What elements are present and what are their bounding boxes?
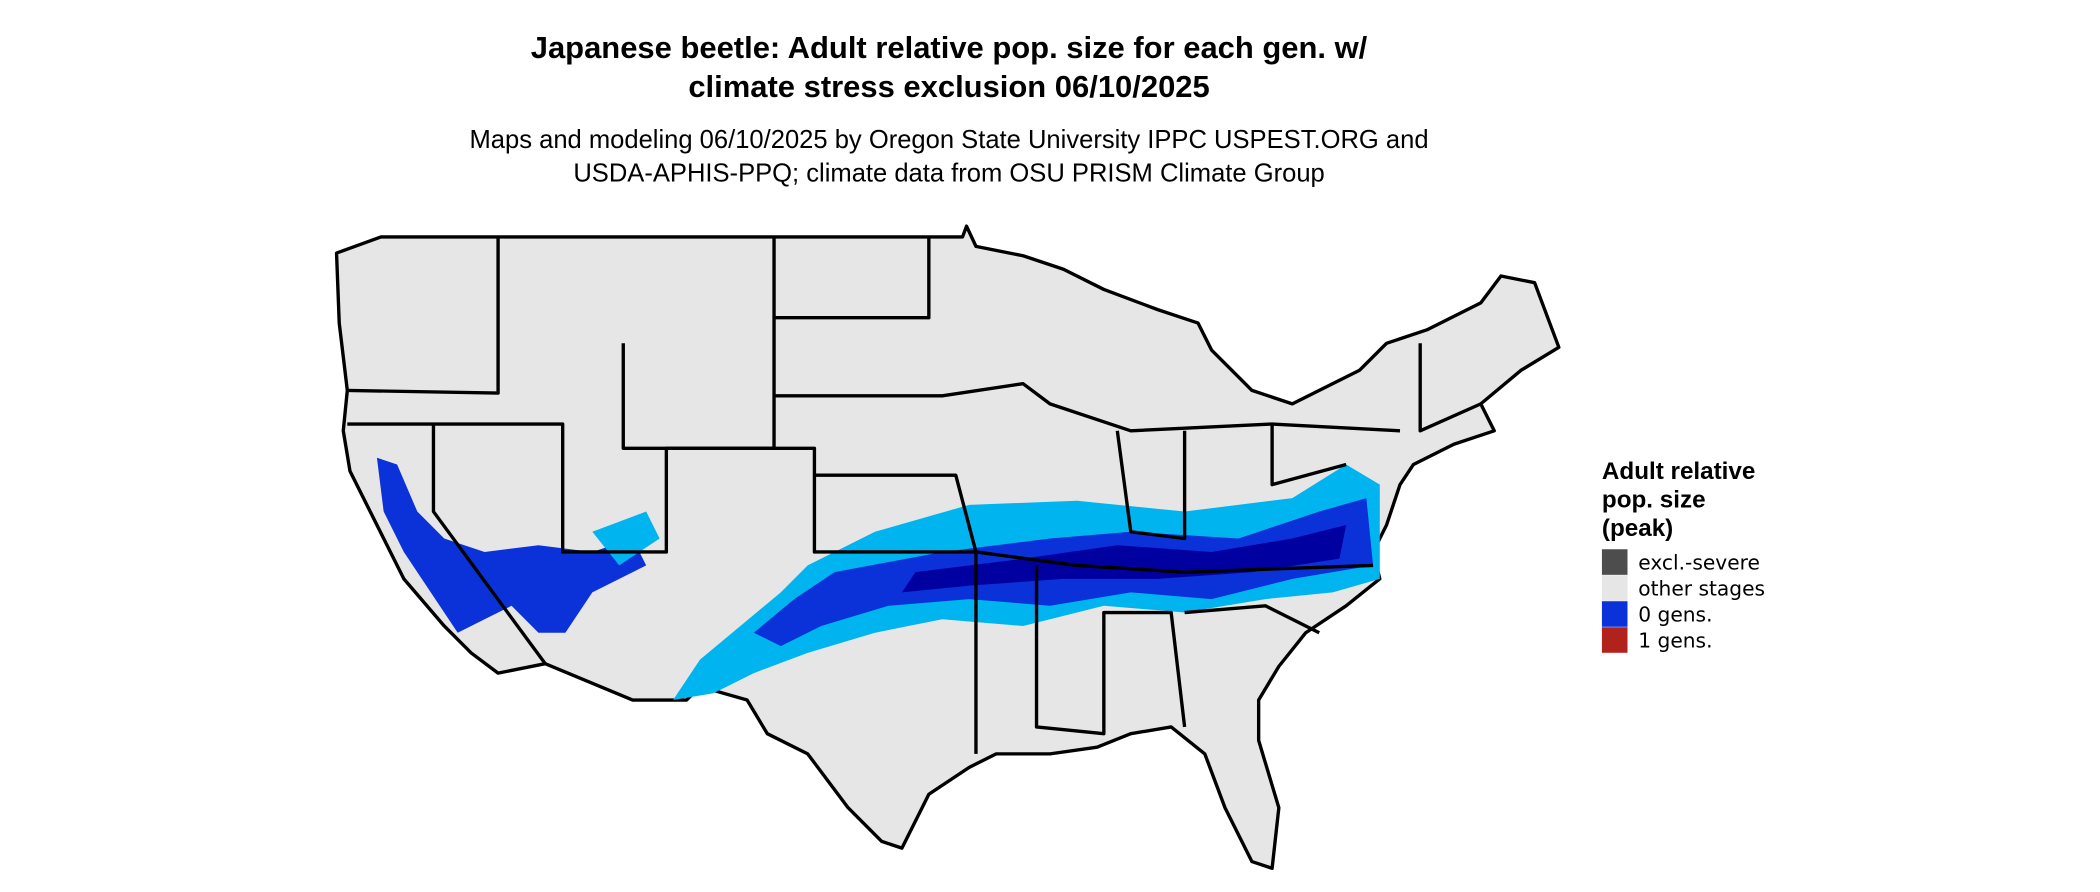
legend-label: excl.-severe <box>1638 550 1760 574</box>
state-lines <box>1034 565 1187 736</box>
legend-title: Adult relative <box>1602 458 1755 485</box>
state-lines <box>774 236 931 320</box>
title-line: climate stress exclusion 06/10/2025 <box>688 69 1209 104</box>
legend-swatch <box>1601 575 1628 601</box>
state-lines <box>814 473 1374 574</box>
state-lines <box>1115 430 1187 541</box>
state-lines <box>1184 604 1320 635</box>
subtitle-line: Maps and modeling 06/10/2025 by Oregon S… <box>470 126 1429 154</box>
state-lines <box>347 236 500 395</box>
state-lines <box>431 424 547 665</box>
us-map <box>334 224 1561 870</box>
legend-swatch <box>1601 627 1628 653</box>
legend-label: other stages <box>1638 576 1765 600</box>
state-lines <box>1418 343 1482 433</box>
legend-swatch <box>1601 549 1628 575</box>
state-lines <box>1270 424 1347 487</box>
legend-label: 1 gens. <box>1638 628 1712 652</box>
state-lines <box>621 236 776 450</box>
subtitle-line: USDA-APHIS-PPQ; climate data from OSU PR… <box>573 160 1324 188</box>
pop-region-west <box>376 457 647 633</box>
legend-title: (peak) <box>1602 515 1673 542</box>
legend-label: 0 gens. <box>1638 602 1712 626</box>
legend-title: pop. size <box>1602 487 1706 514</box>
legend-swatch <box>1601 601 1628 627</box>
title-line: Japanese beetle: Adult relative pop. siz… <box>531 30 1368 65</box>
pop-region-dark <box>901 525 1347 593</box>
